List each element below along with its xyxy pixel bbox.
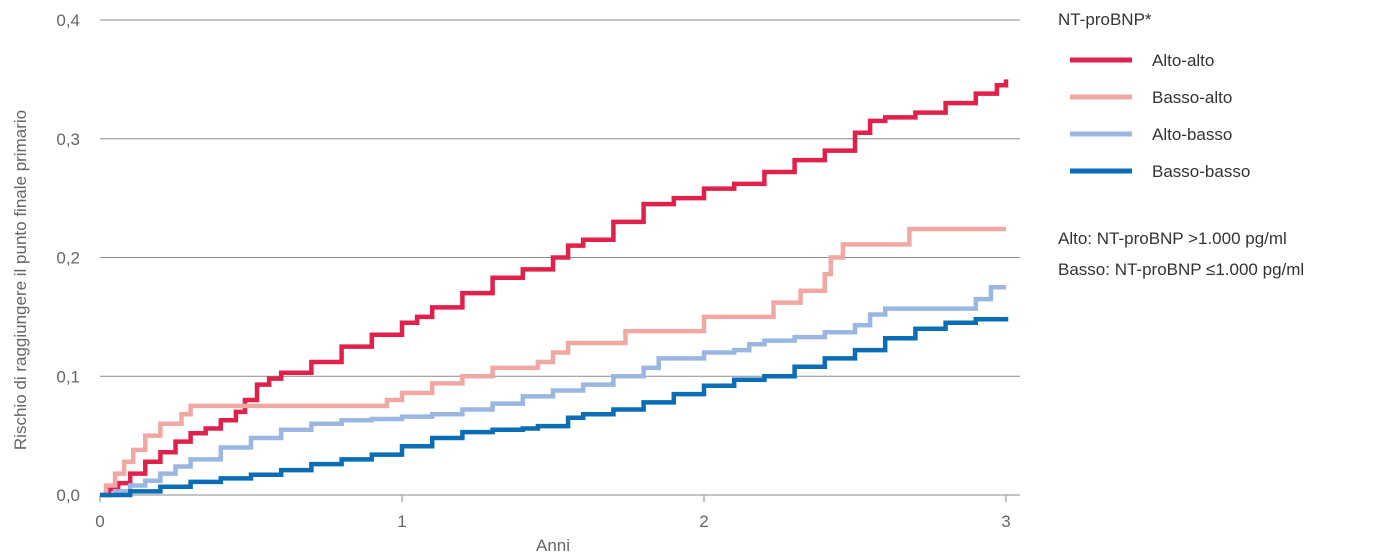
series-line-basso-alto bbox=[100, 226, 1006, 498]
grid-layer bbox=[99, 19, 1020, 502]
series-line-alto-basso bbox=[100, 284, 1006, 498]
x-tick-label-0: 0 bbox=[95, 512, 104, 531]
y-tick-label-4: 0,4 bbox=[56, 11, 80, 30]
legend-title: NT-proBNP* bbox=[1058, 10, 1152, 29]
legend-label-basso-alto: Basso-alto bbox=[1152, 88, 1232, 107]
series-line-basso-basso bbox=[100, 316, 1009, 498]
tick-label-layer: 0,0 0,1 0,2 0,3 0,4 0 1 2 3 bbox=[56, 11, 1010, 531]
y-tick-label-0: 0,0 bbox=[56, 486, 80, 505]
y-tick-label-1: 0,1 bbox=[56, 367, 80, 386]
legend-label-alto-basso: Alto-basso bbox=[1152, 125, 1232, 144]
series-line-alto-alto bbox=[100, 79, 1009, 498]
note-high: Alto: NT-proBNP >1.000 pg/ml bbox=[1058, 229, 1287, 248]
y-tick-label-2: 0,2 bbox=[56, 249, 80, 268]
y-tick-label-3: 0,3 bbox=[56, 130, 80, 149]
legend: NT-proBNP* Alto-alto Basso-alto Alto-basso… bbox=[1058, 10, 1250, 181]
note-low: Basso: NT-proBNP ≤1.000 pg/ml bbox=[1058, 260, 1304, 279]
legend-items: Alto-alto Basso-alto Alto-basso Basso-basso bbox=[1070, 51, 1250, 181]
legend-label-basso-basso: Basso-basso bbox=[1152, 162, 1250, 181]
series-layer bbox=[100, 79, 1009, 498]
threshold-notes: Alto: NT-proBNP >1.000 pg/ml Basso: NT-p… bbox=[1058, 229, 1304, 279]
x-axis-title: Anni bbox=[536, 536, 570, 555]
x-tick-label-2: 2 bbox=[699, 512, 708, 531]
x-tick-label-3: 3 bbox=[1001, 512, 1010, 531]
x-tick-label-1: 1 bbox=[397, 512, 406, 531]
y-axis-title: Rischio di raggiungere il punto finale p… bbox=[11, 110, 30, 450]
legend-label-alto-alto: Alto-alto bbox=[1152, 51, 1214, 70]
